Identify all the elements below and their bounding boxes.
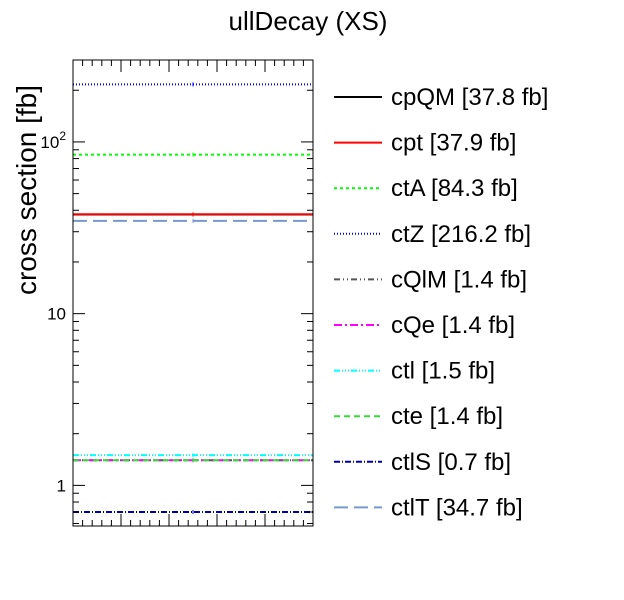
y-tick-label-2: 102 <box>40 129 66 152</box>
y-tick-label-exponent: 2 <box>59 129 66 143</box>
axis-ticks <box>72 59 314 526</box>
legend-label-0: cpQM [37.8 fb] <box>391 84 548 111</box>
y-tick-label-1: 10 <box>47 305 66 324</box>
y-axis-label: cross section [fb] <box>11 85 42 295</box>
legend-label-7: cte [1.4 fb] <box>391 403 503 430</box>
legend-label-2: ctA [84.3 fb] <box>391 175 518 202</box>
chart-title: ullDecay (XS) <box>229 6 388 36</box>
legend: cpQM [37.8 fb] cpt [37.9 fb] ctA [84.3 fb]… <box>334 84 548 521</box>
legend-label-1: cpt [37.9 fb] <box>391 130 516 157</box>
legend-label-4: cQlM [1.4 fb] <box>391 266 527 293</box>
y-tick-label-base: 10 <box>47 305 66 324</box>
y-tick-label-base: 10 <box>40 133 59 152</box>
legend-label-5: cQe [1.4 fb] <box>391 312 515 339</box>
legend-label-8: ctlS [0.7 fb] <box>391 449 511 476</box>
y-tick-label-base: 1 <box>57 476 66 495</box>
y-tick-label-0: 1 <box>57 476 66 495</box>
legend-label-9: ctlT [34.7 fb] <box>391 494 523 521</box>
plot-lines <box>73 82 313 514</box>
legend-label-3: ctZ [216.2 fb] <box>391 221 531 248</box>
legend-label-6: ctl [1.5 fb] <box>391 358 495 385</box>
plot-frame <box>72 59 314 527</box>
